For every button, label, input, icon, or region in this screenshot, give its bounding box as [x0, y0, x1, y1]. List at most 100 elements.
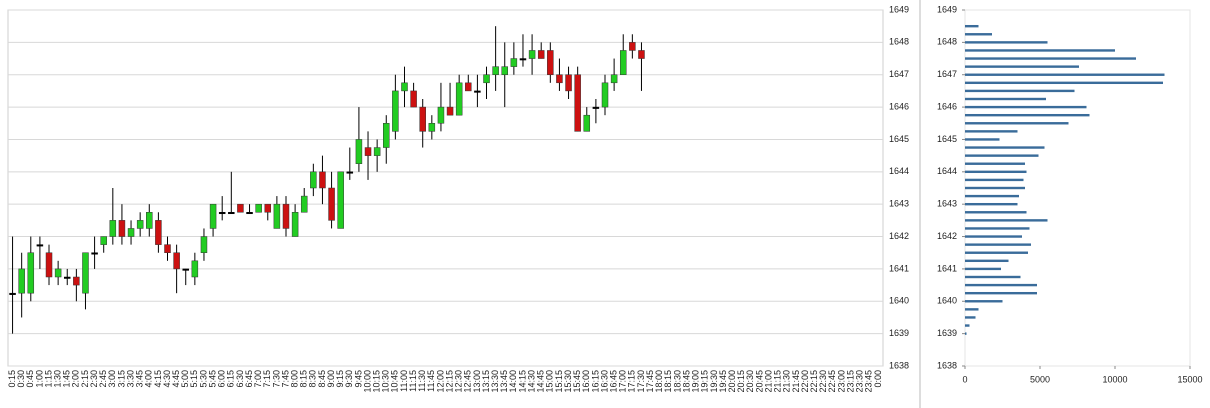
candle-body — [282, 203, 290, 229]
bar — [965, 65, 1079, 68]
x-tick-label: 4:45 — [171, 370, 181, 388]
y-tick-label: 1645 — [937, 134, 957, 144]
y-tick-label: 1639 — [889, 328, 909, 338]
x-tick-label: 21:15 — [773, 370, 783, 393]
x-tick-label: 16:15 — [590, 370, 600, 393]
candle-body — [492, 66, 499, 75]
bar — [965, 113, 1090, 117]
candle-body — [246, 212, 253, 215]
x-tick-label: 12:30 — [454, 370, 464, 393]
candle-body — [364, 147, 372, 156]
candle-body — [127, 228, 135, 237]
x-tick-label: 11:30 — [417, 370, 427, 392]
candle-body — [319, 171, 326, 189]
x-tick-label: 9:00 — [326, 370, 336, 388]
y-tick-label: 1643 — [937, 199, 957, 209]
x-tick-label: 17:00 — [618, 370, 628, 393]
bar — [965, 283, 1037, 287]
bar — [965, 57, 1136, 60]
x-tick-label: 4:15 — [153, 370, 163, 388]
candle-body — [136, 220, 144, 229]
x-tick-label: 16:30 — [599, 370, 609, 393]
candle-body — [273, 203, 281, 229]
x-tick-label: 17:15 — [627, 370, 637, 393]
candle-body — [36, 244, 44, 247]
y-tick-label: 1648 — [937, 37, 957, 47]
candle-body — [45, 252, 53, 278]
candle-body — [73, 276, 80, 286]
candle-body — [437, 106, 445, 124]
candle-body — [54, 268, 62, 278]
y-tick-label: 1647 — [889, 69, 909, 79]
x-tick-label: 21:00 — [763, 370, 773, 393]
x-tick-label: 3:15 — [116, 370, 126, 388]
x-tick-label: 11:15 — [408, 370, 418, 392]
candle-body — [27, 252, 35, 294]
x-tick-label: 1:15 — [43, 370, 53, 388]
x-tick-label: 15:30 — [563, 370, 573, 393]
bar — [965, 300, 1003, 303]
x-tick-label: 5:30 — [198, 370, 208, 388]
candle-body — [574, 74, 581, 132]
x-tick-label: 4:00 — [144, 370, 154, 388]
bar — [965, 316, 976, 319]
x-tick-label: 0:45 — [25, 370, 35, 388]
candle-body — [373, 147, 381, 156]
x-tick-label: 1:00 — [34, 370, 44, 388]
bar — [965, 105, 1087, 109]
candle-body — [164, 244, 171, 253]
y-tick-label: 1644 — [889, 166, 909, 176]
candle-body — [146, 212, 153, 229]
y-tick-label: 1641 — [889, 263, 909, 273]
x-tick-label: 8:00 — [289, 370, 299, 388]
x-tick-label: 10:45 — [390, 370, 400, 393]
x-tick-label: 20:15 — [736, 370, 746, 393]
x-tick-label: 12:00 — [435, 370, 445, 393]
x-tick-label: 10:15 — [372, 370, 382, 393]
x-tick-label: 9:15 — [335, 370, 345, 388]
candle-body — [629, 42, 636, 51]
x-tick-label: 21:30 — [782, 370, 792, 393]
x-tick-label: 13:45 — [499, 370, 509, 393]
x-tick-label: 3:30 — [125, 370, 135, 388]
x-tick-label: 0 — [962, 374, 967, 384]
candle-body — [209, 203, 217, 229]
x-tick-label: 16:45 — [608, 370, 618, 393]
x-tick-label: 6:00 — [217, 370, 227, 388]
bar — [965, 41, 1048, 44]
y-tick-label: 1645 — [889, 134, 909, 144]
x-tick-label: 2:00 — [71, 370, 81, 388]
candle-body — [182, 268, 189, 271]
x-tick-label: 5:00 — [180, 370, 190, 388]
bar — [965, 243, 1031, 246]
x-tick-label: 14:15 — [517, 370, 527, 393]
plot-frame — [7, 9, 884, 367]
bar — [965, 73, 1165, 76]
x-tick-label: 9:30 — [344, 370, 354, 388]
x-tick-label: 14:00 — [508, 370, 518, 393]
x-tick-label: 7:00 — [253, 370, 263, 388]
candle-body — [401, 82, 408, 92]
bar — [965, 146, 1045, 149]
bar — [965, 49, 1115, 52]
x-tick-label: 13:15 — [481, 370, 491, 393]
x-tick-label: 13:30 — [490, 370, 500, 393]
candle-body — [82, 252, 89, 294]
x-tick-label: 6:30 — [235, 370, 245, 388]
candle-body — [155, 220, 162, 245]
x-tick-label: 23:45 — [864, 370, 874, 393]
candle-body — [601, 82, 609, 108]
x-tick-label: 9:45 — [353, 370, 363, 388]
bar — [965, 227, 1030, 230]
candle-body — [455, 82, 463, 116]
candle-body — [537, 50, 545, 59]
candle-body — [91, 252, 98, 255]
candle-body — [18, 268, 25, 294]
x-tick-label: 17:30 — [636, 370, 646, 393]
candle-body — [592, 106, 600, 109]
y-tick-label: 1646 — [889, 101, 909, 111]
bar — [965, 138, 1000, 141]
candle-body — [173, 252, 180, 270]
candle-body — [610, 74, 618, 84]
x-tick-label: 19:30 — [709, 370, 719, 393]
